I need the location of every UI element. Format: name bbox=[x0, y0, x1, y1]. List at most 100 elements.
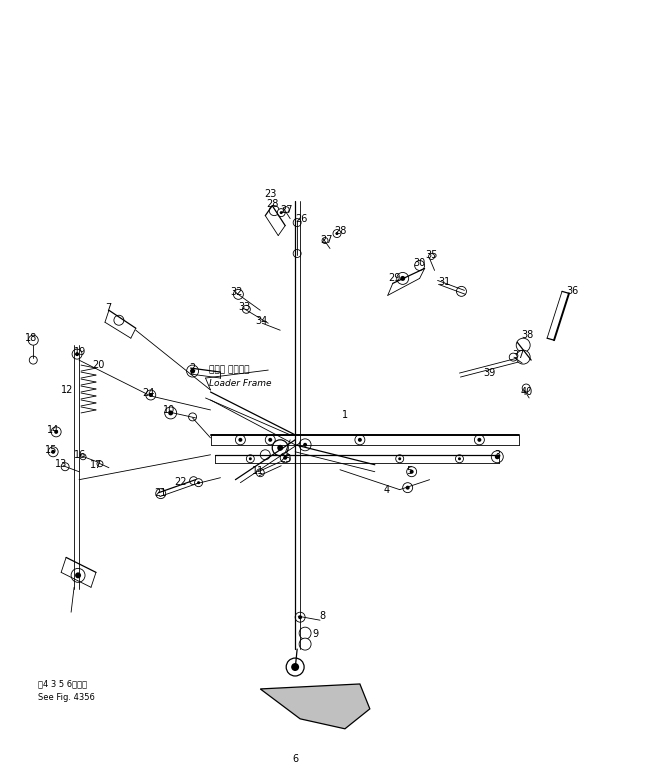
Text: 17: 17 bbox=[90, 459, 102, 470]
Text: 33: 33 bbox=[238, 303, 250, 312]
Circle shape bbox=[61, 463, 69, 470]
Circle shape bbox=[72, 349, 82, 359]
Circle shape bbox=[187, 365, 199, 377]
Circle shape bbox=[51, 450, 55, 454]
Circle shape bbox=[234, 289, 244, 299]
Circle shape bbox=[299, 439, 311, 451]
Text: 31: 31 bbox=[438, 278, 451, 288]
Circle shape bbox=[71, 568, 85, 583]
Text: 7: 7 bbox=[105, 303, 111, 314]
Circle shape bbox=[399, 457, 401, 460]
Text: ローダ フレーム: ローダ フレーム bbox=[209, 365, 249, 374]
Text: 40: 40 bbox=[521, 387, 534, 397]
Text: See Fig. 4356: See Fig. 4356 bbox=[38, 693, 95, 702]
Circle shape bbox=[280, 453, 290, 463]
Circle shape bbox=[236, 435, 246, 445]
Circle shape bbox=[197, 481, 200, 485]
Text: 35: 35 bbox=[426, 250, 438, 260]
Circle shape bbox=[80, 454, 86, 459]
Text: 36: 36 bbox=[566, 286, 578, 296]
Circle shape bbox=[146, 390, 156, 400]
Circle shape bbox=[54, 430, 58, 434]
Circle shape bbox=[249, 457, 252, 460]
Circle shape bbox=[428, 253, 434, 260]
Text: 13: 13 bbox=[55, 459, 68, 469]
Text: 12: 12 bbox=[61, 385, 73, 395]
Text: 34: 34 bbox=[255, 316, 267, 326]
Circle shape bbox=[283, 456, 287, 459]
Text: 25: 25 bbox=[279, 454, 291, 464]
Circle shape bbox=[189, 477, 197, 485]
Text: 16: 16 bbox=[74, 450, 86, 459]
Text: 4: 4 bbox=[384, 485, 390, 495]
Circle shape bbox=[75, 572, 81, 579]
Text: 10: 10 bbox=[163, 405, 175, 415]
Text: 1: 1 bbox=[342, 410, 348, 420]
Circle shape bbox=[29, 356, 37, 364]
Text: 第4 3 5 6図参照: 第4 3 5 6図参照 bbox=[38, 679, 87, 688]
Text: 27: 27 bbox=[320, 234, 332, 245]
Circle shape bbox=[256, 469, 264, 477]
Circle shape bbox=[516, 350, 530, 364]
Circle shape bbox=[402, 483, 412, 492]
Circle shape bbox=[189, 413, 197, 421]
Circle shape bbox=[458, 457, 461, 460]
Text: 3: 3 bbox=[495, 450, 500, 459]
Circle shape bbox=[303, 443, 307, 447]
Text: 19: 19 bbox=[74, 347, 86, 358]
Circle shape bbox=[190, 368, 195, 373]
Text: 28: 28 bbox=[266, 198, 279, 209]
Circle shape bbox=[355, 435, 365, 445]
Text: 23: 23 bbox=[264, 189, 277, 198]
Circle shape bbox=[397, 272, 408, 285]
Circle shape bbox=[48, 447, 58, 457]
Circle shape bbox=[295, 612, 305, 622]
Circle shape bbox=[269, 205, 279, 216]
Circle shape bbox=[246, 455, 254, 463]
Circle shape bbox=[293, 249, 301, 257]
Text: 32: 32 bbox=[230, 288, 242, 297]
Circle shape bbox=[477, 437, 481, 442]
Text: 18: 18 bbox=[25, 333, 37, 343]
Circle shape bbox=[114, 315, 124, 325]
Circle shape bbox=[260, 450, 270, 459]
Circle shape bbox=[291, 663, 299, 671]
Circle shape bbox=[358, 437, 362, 442]
Text: 37: 37 bbox=[512, 350, 524, 360]
Circle shape bbox=[277, 209, 285, 216]
Circle shape bbox=[516, 338, 530, 352]
Circle shape bbox=[410, 470, 414, 474]
Circle shape bbox=[293, 219, 301, 227]
Polygon shape bbox=[260, 684, 370, 729]
Circle shape bbox=[299, 638, 311, 650]
Circle shape bbox=[333, 230, 341, 238]
Text: 2: 2 bbox=[189, 363, 196, 373]
Circle shape bbox=[286, 658, 304, 676]
Text: 30: 30 bbox=[414, 259, 426, 268]
Circle shape bbox=[265, 435, 275, 445]
Circle shape bbox=[97, 461, 103, 466]
Circle shape bbox=[522, 384, 530, 392]
Circle shape bbox=[336, 232, 338, 235]
Text: 15: 15 bbox=[45, 445, 58, 455]
Circle shape bbox=[283, 207, 289, 212]
Text: 27: 27 bbox=[280, 205, 293, 215]
Text: 5: 5 bbox=[406, 466, 413, 476]
Circle shape bbox=[242, 305, 250, 314]
Circle shape bbox=[414, 260, 424, 270]
Text: 9: 9 bbox=[312, 629, 318, 639]
Text: 29: 29 bbox=[389, 274, 401, 283]
Circle shape bbox=[28, 336, 38, 345]
Circle shape bbox=[168, 411, 173, 416]
Circle shape bbox=[195, 479, 203, 487]
Text: 20: 20 bbox=[92, 360, 104, 370]
Circle shape bbox=[149, 393, 153, 397]
Text: 39: 39 bbox=[483, 368, 495, 378]
Circle shape bbox=[298, 615, 302, 619]
Circle shape bbox=[509, 353, 517, 361]
Circle shape bbox=[457, 286, 467, 296]
Circle shape bbox=[401, 276, 405, 281]
Circle shape bbox=[495, 454, 500, 459]
Text: 21: 21 bbox=[154, 488, 167, 498]
Circle shape bbox=[491, 451, 503, 463]
